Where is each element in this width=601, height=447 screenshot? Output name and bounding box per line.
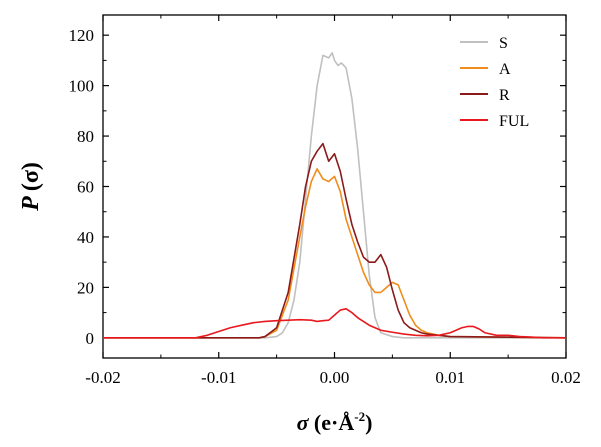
x-axis-title-close: ) bbox=[365, 410, 372, 435]
legend-label-r: R bbox=[499, 87, 510, 104]
series-line-a bbox=[103, 168, 566, 339]
legend-label-ful: FUL bbox=[499, 113, 529, 130]
y-axis-title: P (σ) bbox=[18, 162, 44, 212]
x-axis-title: σ (e·Å-2) bbox=[297, 409, 373, 435]
y-tick-label: 80 bbox=[77, 127, 94, 146]
y-tick-label: 120 bbox=[69, 26, 95, 45]
legend-label-a: A bbox=[499, 61, 511, 78]
legend-label-s: S bbox=[499, 35, 508, 52]
x-tick-label: 0.01 bbox=[435, 368, 465, 387]
y-axis-title-argument: (σ) bbox=[18, 162, 44, 191]
axis-ticks: -0.02 -0.01 0.00 0.01 0.02 0 20 40 60 80 100 120 bbox=[69, 15, 581, 387]
x-axis-title-symbol: σ bbox=[297, 410, 310, 435]
y-tick-label: 60 bbox=[77, 178, 94, 197]
x-axis-title-exponent: -2 bbox=[354, 409, 365, 424]
y-tick-label: 100 bbox=[69, 77, 95, 96]
x-tick-label: 0.00 bbox=[320, 368, 350, 387]
y-tick-label: 40 bbox=[77, 228, 94, 247]
y-tick-label: 0 bbox=[86, 329, 95, 348]
plot-border bbox=[102, 14, 567, 359]
y-axis-title-symbol: P bbox=[18, 191, 44, 212]
x-axis-title-unit: e·Å bbox=[321, 410, 354, 435]
y-tick-label: 20 bbox=[77, 278, 94, 297]
series-line-r bbox=[103, 142, 566, 339]
series-lines bbox=[103, 52, 566, 339]
x-tick-label: -0.01 bbox=[201, 368, 236, 387]
series-line-ful bbox=[103, 308, 566, 339]
legend: SAR FUL bbox=[460, 35, 529, 130]
x-axis-title-open: ( bbox=[308, 410, 321, 435]
x-tick-label: 0.02 bbox=[551, 368, 581, 387]
series-line-s bbox=[103, 52, 566, 339]
x-tick-label: -0.02 bbox=[85, 368, 120, 387]
plot-area bbox=[102, 14, 567, 359]
